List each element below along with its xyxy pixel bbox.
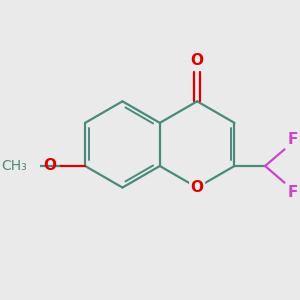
Text: O: O xyxy=(190,53,204,68)
Text: CH₃: CH₃ xyxy=(1,159,27,173)
Text: F: F xyxy=(287,185,298,200)
Text: F: F xyxy=(287,131,298,146)
Text: O: O xyxy=(190,180,204,195)
Text: O: O xyxy=(43,158,56,173)
